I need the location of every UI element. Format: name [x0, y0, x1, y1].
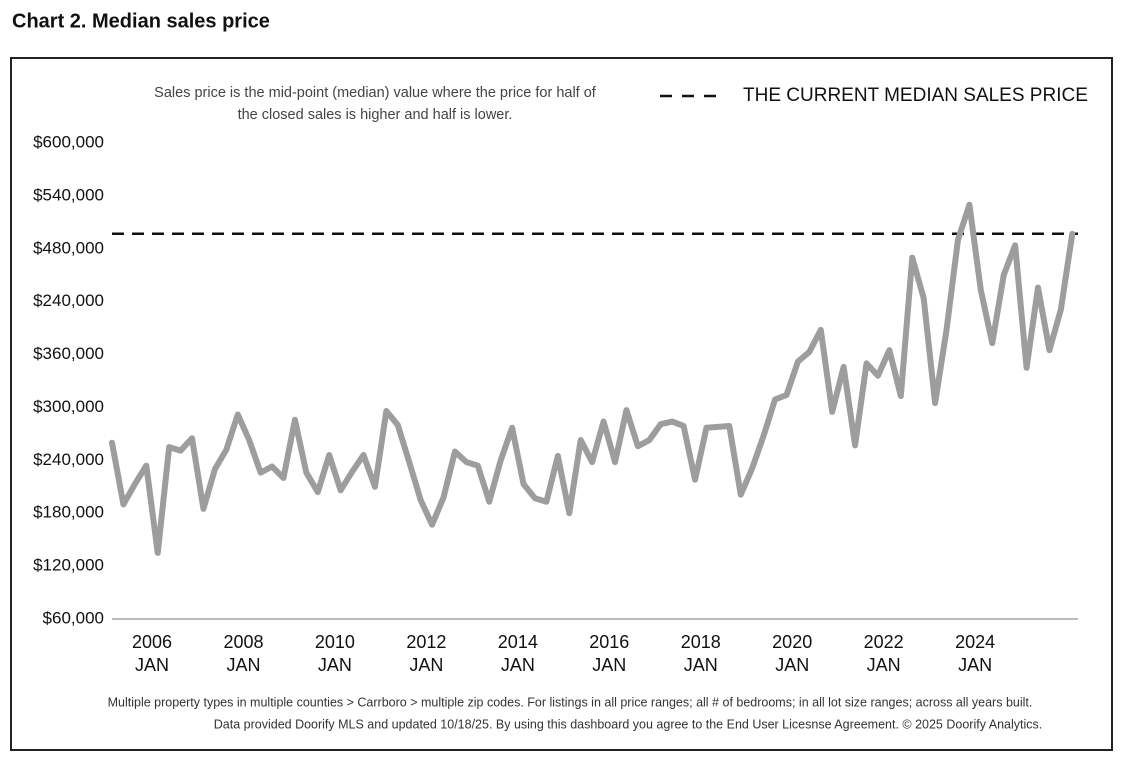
- y-tick-label: $240,000: [33, 450, 104, 469]
- x-tick-label: 2010: [315, 632, 355, 652]
- y-tick-label: $240,000: [33, 291, 104, 310]
- y-tick-label: $480,000: [33, 238, 104, 257]
- x-tick-label: 2014: [498, 632, 538, 652]
- x-tick-sublabel: JAN: [867, 655, 901, 675]
- x-tick-label: 2006: [132, 632, 172, 652]
- y-tick-label: $60,000: [43, 608, 104, 627]
- x-tick-sublabel: JAN: [501, 655, 535, 675]
- y-tick-label: $600,000: [33, 132, 104, 151]
- x-tick-sublabel: JAN: [318, 655, 352, 675]
- x-tick-sublabel: JAN: [226, 655, 260, 675]
- y-tick-label: $300,000: [33, 397, 104, 416]
- x-tick-label: 2020: [772, 632, 812, 652]
- x-tick-label: 2022: [864, 632, 904, 652]
- x-tick-sublabel: JAN: [592, 655, 626, 675]
- note: Sales price is the mid-point (median) va…: [154, 85, 597, 101]
- footer: Multiple property types in multiple coun…: [108, 695, 1033, 709]
- x-tick-label: 2018: [681, 632, 721, 652]
- x-tick-label: 2012: [406, 632, 446, 652]
- x-tick-sublabel: JAN: [775, 655, 809, 675]
- x-tick-sublabel: JAN: [684, 655, 718, 675]
- frame: [10, 57, 1113, 751]
- x-tick-label: 2016: [589, 632, 629, 652]
- y-tick-label: $180,000: [33, 503, 104, 522]
- note: the closed sales is higher and half is l…: [238, 107, 513, 123]
- y-tick-label: $120,000: [33, 556, 104, 575]
- x-tick-sublabel: JAN: [958, 655, 992, 675]
- footer: Data provided Doorify MLS and updated 10…: [214, 717, 1042, 731]
- y-tick-label: $360,000: [33, 344, 104, 363]
- x-tick-label: 2024: [955, 632, 995, 652]
- chart-title: Chart 2. Median sales price: [12, 10, 270, 32]
- y-tick-label: $540,000: [33, 185, 104, 204]
- x-tick-label: 2008: [223, 632, 263, 652]
- legend-label: THE CURRENT MEDIAN SALES PRICE: [743, 85, 1088, 106]
- x-tick-sublabel: JAN: [135, 655, 169, 675]
- x-tick-sublabel: JAN: [409, 655, 443, 675]
- price-line: [109, 201, 1076, 556]
